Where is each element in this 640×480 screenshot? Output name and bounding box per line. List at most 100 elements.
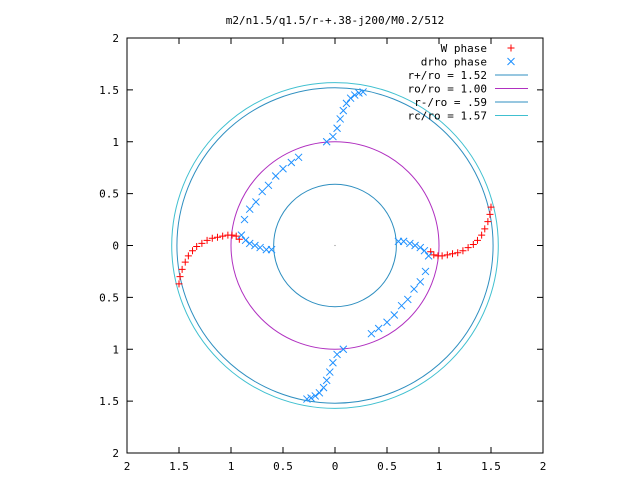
data-point xyxy=(193,243,201,251)
data-point xyxy=(252,198,260,206)
data-point xyxy=(176,273,184,281)
data-point xyxy=(198,239,206,247)
data-point xyxy=(420,246,429,255)
data-point xyxy=(434,252,442,260)
legend-label: W phase xyxy=(441,42,487,55)
data-point xyxy=(251,241,259,250)
data-point xyxy=(443,251,451,259)
origin-dot xyxy=(334,244,336,247)
data-point xyxy=(454,249,462,257)
data-point xyxy=(411,241,419,250)
data-point xyxy=(374,324,383,333)
x-tick-label: 2 xyxy=(540,460,547,473)
data-point xyxy=(294,153,303,162)
legend-label: rc/ro = 1.57 xyxy=(408,110,487,123)
x-tick-label: 1.5 xyxy=(169,460,189,473)
data-point xyxy=(484,218,492,226)
data-point xyxy=(315,388,324,397)
data-point xyxy=(390,311,399,319)
x-tick-label: 1 xyxy=(436,460,443,473)
data-point xyxy=(279,164,287,173)
y-tick-label: 2 xyxy=(112,32,119,45)
data-point xyxy=(228,231,236,239)
data-point xyxy=(184,252,192,260)
reference-circle xyxy=(176,87,494,404)
data-point xyxy=(181,258,189,266)
data-point xyxy=(416,277,425,286)
x-tick-label: 1 xyxy=(228,460,235,473)
data-point xyxy=(481,225,489,233)
x-tick-label: 0.5 xyxy=(377,460,397,473)
data-point xyxy=(355,89,363,97)
y-tick-label: 2 xyxy=(112,447,119,460)
data-point xyxy=(342,99,351,108)
data-point xyxy=(322,376,331,385)
data-point xyxy=(232,232,240,240)
data-point xyxy=(264,181,273,190)
y-tick-label: 0 xyxy=(112,240,119,253)
data-point xyxy=(189,247,197,255)
data-point xyxy=(459,247,467,255)
data-point xyxy=(473,236,481,244)
y-tick-label: 1.5 xyxy=(99,84,119,97)
phase-points xyxy=(175,88,495,403)
data-point xyxy=(322,137,331,146)
x-tick-label: 1.5 xyxy=(481,460,501,473)
data-point xyxy=(449,250,457,258)
x-tick-label: 0.5 xyxy=(273,460,293,473)
data-point xyxy=(175,280,183,288)
data-point xyxy=(478,231,486,239)
y-tick-label: 0.5 xyxy=(99,188,119,201)
data-point xyxy=(208,234,216,242)
data-point xyxy=(464,244,472,252)
data-point xyxy=(416,243,425,252)
chart-title: m2/n1.5/q1.5/r-+.38-j200/M0.2/512 xyxy=(226,14,445,27)
legend-swatch xyxy=(507,44,515,52)
data-point xyxy=(336,115,345,123)
data-point xyxy=(367,329,376,338)
legend-label: r-/ro = .59 xyxy=(414,96,487,109)
data-point xyxy=(329,358,337,367)
data-point xyxy=(406,239,414,248)
y-tick-label: 1 xyxy=(112,343,119,356)
data-point xyxy=(245,205,254,214)
data-point xyxy=(237,231,246,239)
data-point xyxy=(258,187,267,196)
reference-circle xyxy=(273,183,397,308)
legend-label: ro/ro = 1.00 xyxy=(408,83,487,96)
data-point xyxy=(421,267,430,276)
data-point xyxy=(241,236,250,245)
reference-circle xyxy=(230,141,440,350)
data-point xyxy=(329,132,337,141)
reference-circles xyxy=(171,82,499,409)
data-point xyxy=(350,91,359,99)
data-point xyxy=(333,350,341,359)
data-point xyxy=(319,383,328,392)
legend-label: drho phase xyxy=(421,56,487,69)
data-point xyxy=(339,106,348,115)
legend-swatch xyxy=(507,57,515,66)
y-tick-label: 1.5 xyxy=(99,395,119,408)
data-point xyxy=(245,239,254,248)
data-point xyxy=(430,251,438,259)
data-point xyxy=(399,237,408,246)
data-point xyxy=(397,301,406,310)
data-point xyxy=(424,252,433,260)
data-point xyxy=(486,210,494,218)
data-point xyxy=(333,124,341,133)
legend-label: r+/ro = 1.52 xyxy=(408,69,487,82)
data-point xyxy=(213,233,221,241)
data-point xyxy=(346,94,355,103)
x-tick-label: 0 xyxy=(332,460,339,473)
data-point xyxy=(487,203,495,211)
data-point xyxy=(469,240,477,248)
axis-ticks: 2 1.5 1 0.5 0 0.5 1 1.5 221.510.500.511.52 xyxy=(99,32,546,473)
data-point xyxy=(410,285,418,293)
data-point xyxy=(256,243,264,252)
data-point xyxy=(271,172,280,180)
data-point xyxy=(287,158,296,167)
data-point xyxy=(307,394,315,402)
x-tick-label: 2 xyxy=(124,460,131,473)
data-point xyxy=(267,245,276,254)
